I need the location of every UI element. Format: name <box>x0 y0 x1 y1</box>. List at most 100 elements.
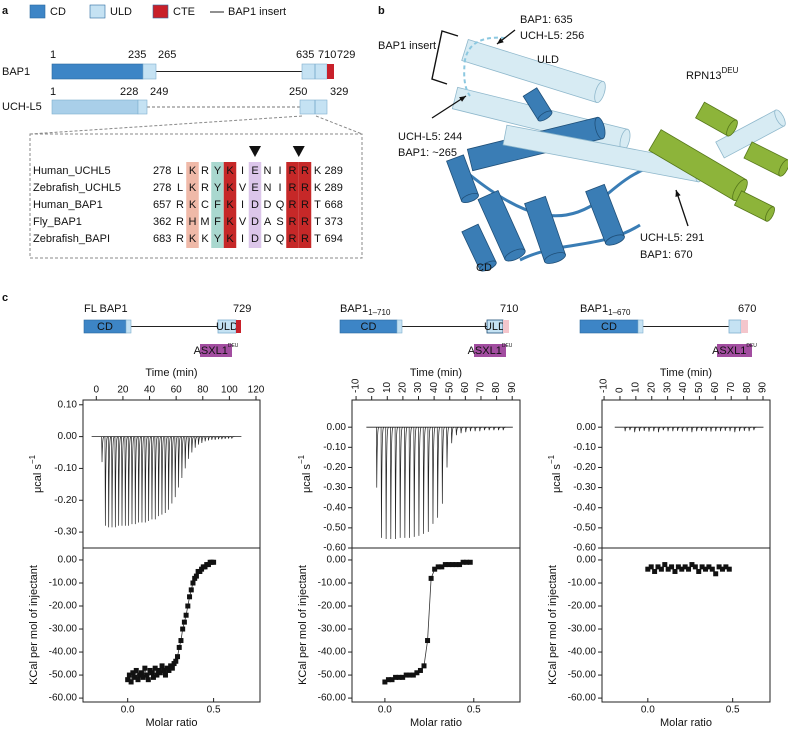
y-tick-label: -50.00 <box>318 670 347 681</box>
residue: E <box>251 182 258 194</box>
zoom-lines <box>29 115 363 135</box>
injection-peak <box>441 426 446 504</box>
construct-name: BAP11–710 <box>340 303 391 317</box>
injection-peak <box>502 426 506 431</box>
y-axis-title: μcal s−1 <box>297 454 313 493</box>
helix-end <box>726 119 738 137</box>
residue: R <box>301 165 309 177</box>
sequence-name: Zebrafish_BAPI <box>33 233 110 245</box>
data-point <box>169 665 175 671</box>
injection-peak <box>748 426 752 432</box>
domain-label: ULD <box>484 321 506 333</box>
residue: F <box>214 216 221 228</box>
x-tick-label: 40 <box>144 385 156 396</box>
injection-peak <box>686 426 690 432</box>
y-tick-label: -10.00 <box>318 578 347 589</box>
injection-peak <box>422 426 427 534</box>
injection-peak <box>167 436 172 510</box>
residue: I <box>278 182 281 194</box>
data-point <box>190 580 196 586</box>
data-point <box>719 566 725 572</box>
data-point <box>457 562 463 568</box>
injection-peak <box>662 426 666 431</box>
injection-peak <box>657 426 662 433</box>
y-tick-label: 0.00 <box>577 555 597 566</box>
injection-peak <box>474 426 478 432</box>
injection-peak <box>624 426 628 432</box>
data-point <box>176 644 182 650</box>
residue: Y <box>214 233 222 245</box>
helix-end <box>461 192 479 204</box>
partner-label: ASXL1DEU <box>468 343 513 357</box>
fit-line <box>384 561 471 683</box>
injection-peak <box>217 436 222 440</box>
x-axis-title: Time (min) <box>410 367 462 379</box>
injection-peak <box>705 426 709 432</box>
injection-peak <box>221 436 225 440</box>
residue: R <box>289 199 297 211</box>
residue: K <box>226 233 234 245</box>
injection-peak <box>154 436 158 520</box>
residue: H <box>189 216 197 228</box>
data-point <box>689 562 695 568</box>
residue-position: 729 <box>337 49 355 61</box>
data-point <box>180 626 186 632</box>
x-tick-label: 20 <box>646 381 657 393</box>
data-point <box>703 566 709 572</box>
residue: M <box>200 216 209 228</box>
injection-peak <box>488 426 492 431</box>
residue: R <box>176 216 184 228</box>
sequence-name: Fly_BAP1 <box>33 216 82 228</box>
data-point <box>211 559 217 565</box>
data-point <box>138 670 144 676</box>
data-point <box>144 672 150 678</box>
data-point <box>193 573 199 579</box>
data-point <box>389 677 395 683</box>
x-axis-title: Time (min) <box>145 367 197 379</box>
structure-label: BAP1: ~265 <box>398 147 457 159</box>
residue: V <box>239 216 247 228</box>
conservation-shade <box>223 162 237 248</box>
construct-name: FL BAP1 <box>84 303 128 315</box>
c-terminal <box>236 320 241 333</box>
residue: Q <box>276 233 285 245</box>
y-axis-title: μcal s−1 <box>28 454 44 493</box>
x-tick-label: 0 <box>94 385 100 396</box>
data-point <box>149 670 155 676</box>
partner-box <box>717 344 752 357</box>
injection-peak <box>652 426 657 432</box>
residue: L <box>177 182 183 194</box>
x-tick-label: 0.5 <box>207 705 221 716</box>
injection-peak <box>455 426 459 436</box>
data-point <box>400 674 406 680</box>
uld-domain <box>142 63 157 80</box>
uld-domain <box>396 319 403 334</box>
insert-trace <box>463 36 506 97</box>
injection-peak <box>691 426 695 433</box>
injection-peak <box>201 436 205 443</box>
y-tick-label: 0.00 <box>327 555 347 566</box>
sequence-name: Human_BAP1 <box>33 199 103 211</box>
data-point <box>187 594 193 600</box>
data-point <box>652 568 658 574</box>
conservation-shade <box>298 162 312 248</box>
data-point <box>175 654 181 660</box>
helix-end <box>544 252 566 264</box>
y-tick-label: -0.10 <box>54 463 77 474</box>
injection-peak <box>224 436 228 439</box>
plot-frame <box>82 399 261 703</box>
data-point <box>709 566 715 572</box>
injection-peak <box>700 426 705 431</box>
y-tick-label: -0.50 <box>573 523 596 534</box>
y-tick-label: 0.00 <box>327 422 347 433</box>
injection-peak <box>114 436 119 528</box>
x-tick-label: 80 <box>197 385 209 396</box>
y-axis-title-sup: −1 <box>297 454 306 464</box>
y-tick-label: -0.10 <box>573 442 596 453</box>
data-point <box>645 566 651 572</box>
residue: K <box>189 199 197 211</box>
data-point <box>696 568 702 574</box>
data-point <box>665 566 671 572</box>
c-terminal <box>741 320 748 333</box>
injection-peak <box>432 426 436 524</box>
